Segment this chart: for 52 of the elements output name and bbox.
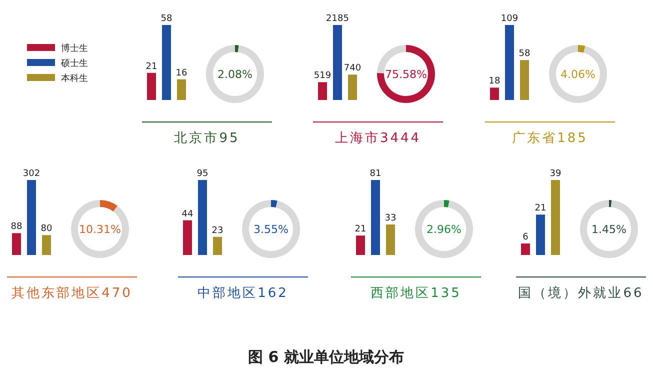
data-label: 16 <box>176 68 188 78</box>
text: 图 6 就业单位地域分布 <box>248 348 404 366</box>
data-label: 58 <box>518 49 530 60</box>
donut-slice <box>580 200 638 258</box>
donut-slice <box>242 200 300 258</box>
data-label: 21 <box>146 62 158 72</box>
data-label: 33 <box>384 213 396 224</box>
donut-slice <box>549 45 607 103</box>
data-label: 519 <box>314 71 332 82</box>
data-label: 6 <box>522 232 529 242</box>
data-label: 80 <box>40 224 52 234</box>
data-label: 2185 <box>326 14 349 24</box>
donut-slice <box>578 45 586 53</box>
category-label: 硕士生 <box>60 58 88 69</box>
text: 10.31% <box>79 223 121 236</box>
data-label: 21 <box>534 204 546 214</box>
data-label: 109 <box>500 14 518 24</box>
text: 75.58% <box>385 68 427 81</box>
x-axis-title: 北京市95 <box>174 131 240 146</box>
data-label: 39 <box>550 169 562 179</box>
x-axis-title: 上海市3444 <box>334 131 422 146</box>
text: 2.08% <box>218 68 252 81</box>
x-axis-title: 国（境）外就业66 <box>518 285 644 301</box>
donut-slice <box>71 200 129 258</box>
donut-slice <box>206 45 264 103</box>
donut-slice <box>100 200 118 212</box>
data-label: 58 <box>160 14 172 24</box>
donut-slice <box>235 45 239 52</box>
x-axis-title: 其他东部地区470 <box>12 286 132 301</box>
data-label: 44 <box>182 209 194 220</box>
donut-slice <box>271 200 278 208</box>
data-label: 18 <box>488 76 500 87</box>
data-label: 21 <box>354 224 366 235</box>
data-label: 23 <box>212 226 224 236</box>
data-label: 95 <box>196 169 208 179</box>
donut-slice <box>377 45 435 103</box>
text: 1.45% <box>592 223 626 236</box>
x-axis-title: 西部地区135 <box>370 286 462 301</box>
data-label: 302 <box>22 169 40 179</box>
x-axis-title: 广东省185 <box>512 131 588 146</box>
text: 2.96% <box>426 223 462 236</box>
data-label: 81 <box>370 169 382 179</box>
x-axis-title: 中部地区162 <box>198 286 288 301</box>
data-label: 740 <box>344 64 362 74</box>
text: 3.55% <box>254 223 288 236</box>
text: 4.06% <box>560 68 596 81</box>
donut-slice <box>444 200 450 208</box>
category-label: 本科生 <box>61 73 88 84</box>
donut-slice <box>415 200 473 258</box>
data-label: 88 <box>10 222 22 232</box>
category-label: 博士生 <box>61 43 88 54</box>
donut-slice <box>609 200 612 208</box>
